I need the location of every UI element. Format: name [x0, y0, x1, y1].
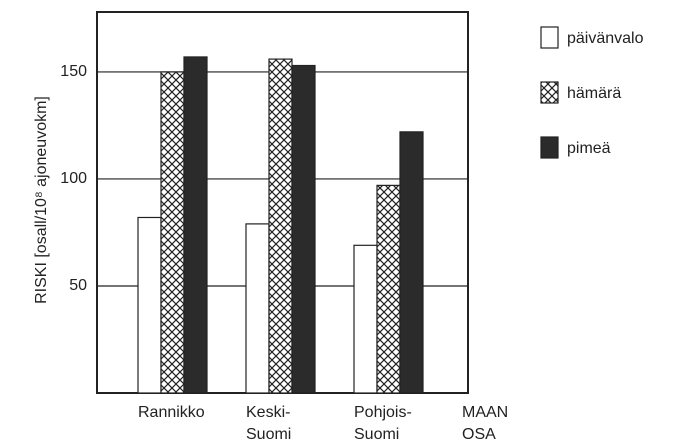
legend-swatch: [540, 136, 559, 159]
bar: [376, 184, 401, 394]
bar: [245, 223, 270, 394]
bar: [183, 56, 208, 394]
bar: [268, 58, 293, 394]
legend-swatch: [540, 81, 559, 104]
y-tick-label: 100: [60, 170, 87, 187]
bar: [399, 131, 424, 394]
x-tick-label: Pohjois-Suomi: [354, 404, 412, 442]
y-tick-label: 50: [69, 277, 87, 294]
legend-label: hämärä: [567, 85, 621, 102]
legend-swatch: [540, 26, 559, 49]
bar: [353, 244, 378, 394]
x-axis-label: MAAN OSA: [462, 404, 508, 442]
bar: [160, 71, 185, 394]
legend-label: pimeä: [567, 140, 611, 157]
y-axis-label: RISKI [osall/10⁸ ajoneuvokm]: [33, 96, 50, 304]
y-tick-label: 150: [60, 63, 87, 80]
legend-label: päivänvalo: [567, 30, 644, 47]
x-tick-label: Keski-Suomi: [246, 404, 291, 442]
bar: [291, 64, 316, 394]
bar: [137, 216, 162, 394]
x-tick-label: Rannikko: [138, 404, 205, 421]
